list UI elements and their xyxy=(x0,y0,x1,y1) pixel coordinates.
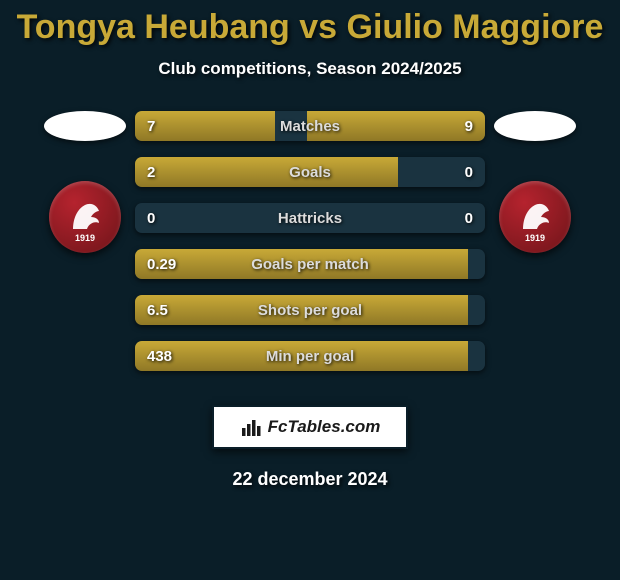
right-club-badge-icon: 1919 xyxy=(499,181,571,253)
stat-value-right: 0 xyxy=(465,203,473,233)
stat-label: Matches xyxy=(135,111,485,141)
stats-column: Matches79Goals20Hattricks00Goals per mat… xyxy=(135,111,485,387)
stat-value-left: 7 xyxy=(147,111,155,141)
stat-row: Goals per match0.29 xyxy=(135,249,485,279)
stat-label: Goals per match xyxy=(135,249,485,279)
stat-row: Shots per goal6.5 xyxy=(135,295,485,325)
stat-label: Goals xyxy=(135,157,485,187)
stat-row: Min per goal438 xyxy=(135,341,485,371)
stats-area: 1919 Matches79Goals20Hattricks00Goals pe… xyxy=(0,111,620,387)
stat-value-right: 0 xyxy=(465,157,473,187)
stat-value-left: 0.29 xyxy=(147,249,176,279)
stat-value-left: 0 xyxy=(147,203,155,233)
subtitle: Club competitions, Season 2024/2025 xyxy=(0,59,620,79)
stat-row: Matches7 9 xyxy=(135,111,485,141)
right-flag-icon xyxy=(494,111,576,141)
stat-label: Shots per goal xyxy=(135,295,485,325)
stat-value-left: 6.5 xyxy=(147,295,168,325)
stat-label: Hattricks xyxy=(135,203,485,233)
right-badge-year: 1919 xyxy=(525,233,545,243)
footer-brand-text: FcTables.com xyxy=(268,417,381,437)
left-badge-year: 1919 xyxy=(75,233,95,243)
page-title: Tongya Heubang vs Giulio Maggiore xyxy=(0,8,620,47)
comparison-card: Tongya Heubang vs Giulio Maggiore Club c… xyxy=(0,0,620,490)
stat-label: Min per goal xyxy=(135,341,485,371)
date-text: 22 december 2024 xyxy=(0,469,620,490)
left-club-badge-icon: 1919 xyxy=(49,181,121,253)
left-player-col: 1919 xyxy=(35,111,135,253)
right-player-col: 1919 xyxy=(485,111,585,253)
left-flag-icon xyxy=(44,111,126,141)
stat-row: Hattricks0 0 xyxy=(135,203,485,233)
stat-value-left: 438 xyxy=(147,341,172,371)
stat-value-right: 9 xyxy=(465,111,473,141)
stat-value-left: 2 xyxy=(147,157,155,187)
stat-row: Goals2 0 xyxy=(135,157,485,187)
footer-brand-badge: FcTables.com xyxy=(212,405,408,449)
bars-icon xyxy=(240,416,262,438)
